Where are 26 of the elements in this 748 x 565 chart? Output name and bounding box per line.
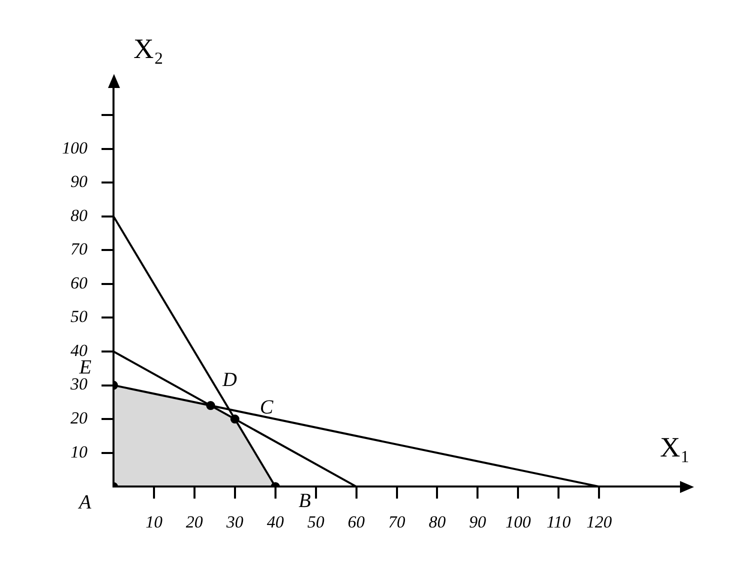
x-tick-label: 60 [348,512,366,532]
x-tick-label: 110 [546,512,572,532]
y-tick-label: 20 [70,408,88,428]
x-tick-label: 40 [266,512,284,532]
x-tick-label: 50 [307,512,325,532]
y-tick-label: 50 [70,307,88,326]
x-tick-label: 70 [388,512,406,532]
x-tick-label: 90 [469,512,487,532]
y-tick-label: 90 [70,172,88,192]
annotation: C [260,396,274,418]
y-tick-label: 100 [62,138,88,158]
annotation: B [298,490,311,512]
x-axis-title: X₁ [660,432,690,464]
x-tick-label: 80 [428,512,446,532]
annotation: A [76,491,92,514]
x-tick-label: 120 [586,512,612,532]
y-tick-label: 60 [70,273,88,292]
x-tick-label: 100 [505,512,532,532]
x-tick-label: 20 [186,512,204,532]
annotation: D [221,368,238,391]
x-tick-label: 30 [225,512,244,532]
y-tick-label: 10 [70,442,88,462]
x-tick-label: 10 [145,512,163,532]
y-tick-label: 80 [70,206,88,225]
y-tick-label: 70 [70,240,88,259]
y-axis-title: X₂ [134,34,164,65]
